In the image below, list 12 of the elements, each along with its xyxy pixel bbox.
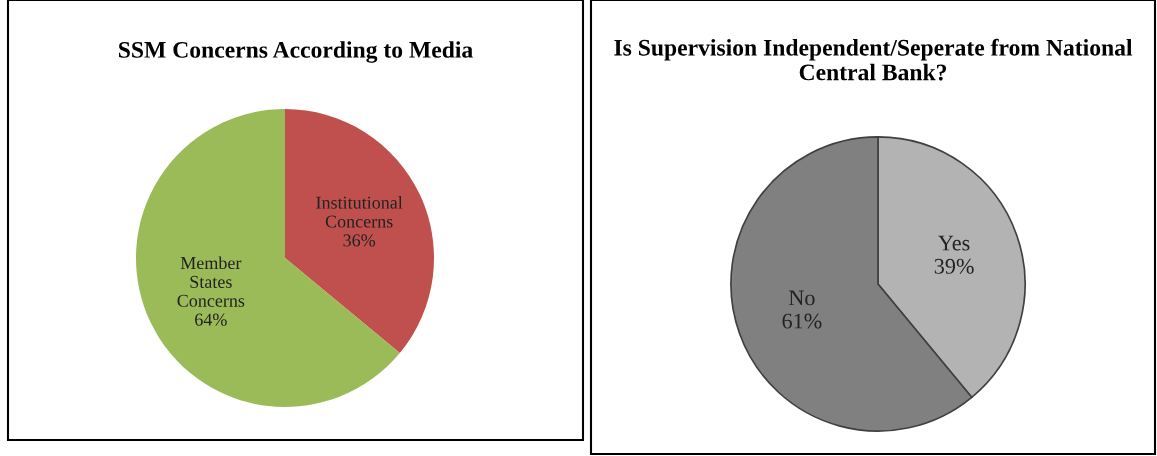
data-label: 39%: [934, 258, 974, 274]
data-label: 64%: [195, 313, 227, 326]
slice-label: No: [788, 290, 815, 306]
pie-slice: [285, 108, 434, 353]
slice-label: Yes: [938, 235, 970, 251]
data-label: 36%: [343, 234, 376, 247]
slice-label: Institutional Concerns: [316, 196, 403, 228]
chart-title: SSM Concerns According to Media: [119, 41, 473, 63]
pie-slice: [136, 108, 400, 408]
data-label: 61%: [782, 313, 822, 329]
chart-title: Is Supervision Independent/Seperate from National Central Bank?: [614, 38, 1133, 81]
slice-label: Member States Concerns: [177, 256, 245, 307]
